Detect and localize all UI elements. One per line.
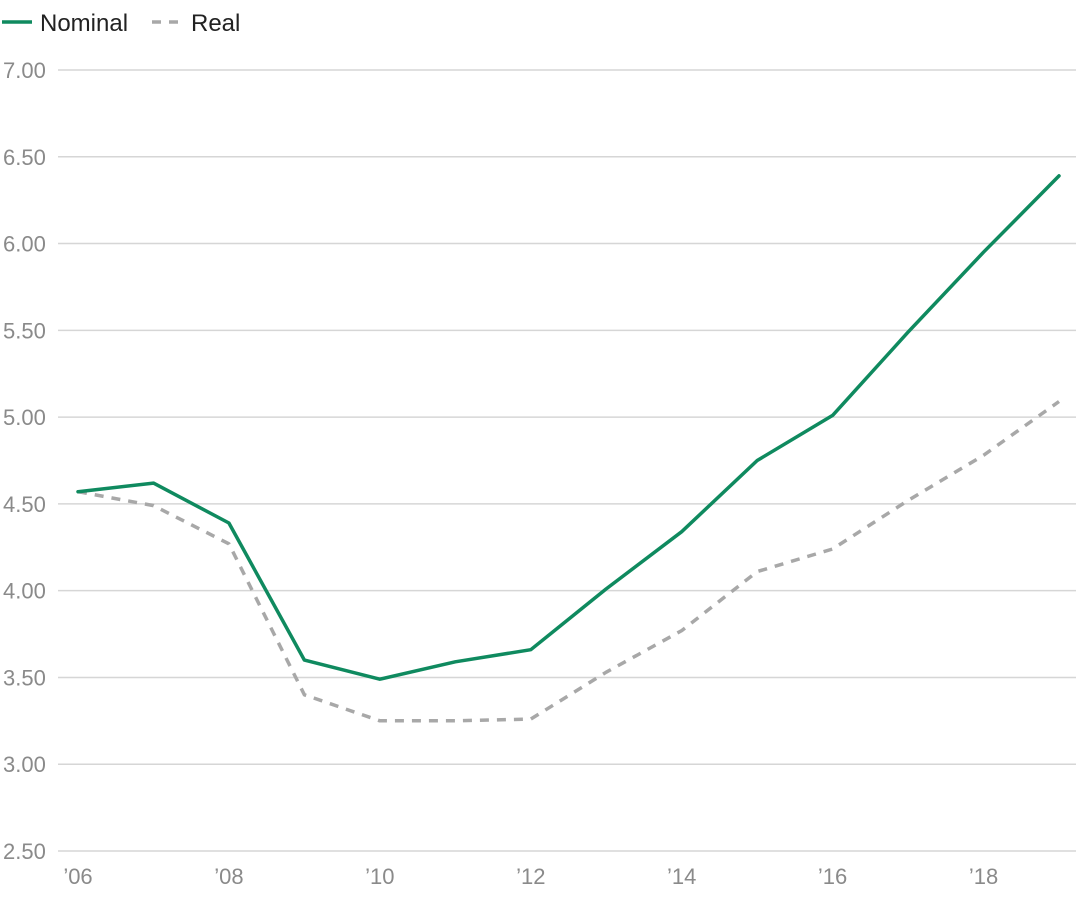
series-lines	[76, 174, 1061, 723]
x-tick-label: ’18	[969, 864, 998, 889]
x-tick-label: ’10	[365, 864, 394, 889]
y-tick-label: 3.00	[3, 752, 46, 777]
y-tick-label: 6.00	[3, 232, 46, 257]
x-tick-label: ’06	[63, 864, 92, 889]
y-tick-label: 4.50	[3, 492, 46, 517]
series-line-real	[77, 400, 1061, 723]
x-tick-label: ’12	[516, 864, 545, 889]
y-tick-label: 2.50	[3, 839, 46, 864]
y-tick-label: 3.50	[3, 665, 46, 690]
y-axis: 2.50 3.00 3.50 4.00 4.50 5.00 5.50 6.00 6.50 7.00	[3, 58, 46, 864]
series-line-nominal	[76, 174, 1061, 681]
y-tick-label: 4.00	[3, 579, 46, 604]
y-tick-label: 6.50	[3, 145, 46, 170]
x-tick-label: ’16	[818, 864, 847, 889]
gridlines	[58, 69, 1076, 852]
x-tick-label: ’14	[667, 864, 696, 889]
y-tick-label: 5.50	[3, 318, 46, 343]
legend: Nominal Real	[2, 10, 240, 37]
y-tick-label: 5.00	[3, 405, 46, 430]
x-axis: ’06 ’08 ’10 ’12 ’14 ’16 ’18	[63, 864, 998, 889]
legend-label-real: Real	[191, 10, 240, 37]
y-tick-label: 7.00	[3, 58, 46, 83]
x-tick-label: ’08	[214, 864, 243, 889]
legend-label-nominal: Nominal	[40, 10, 128, 37]
